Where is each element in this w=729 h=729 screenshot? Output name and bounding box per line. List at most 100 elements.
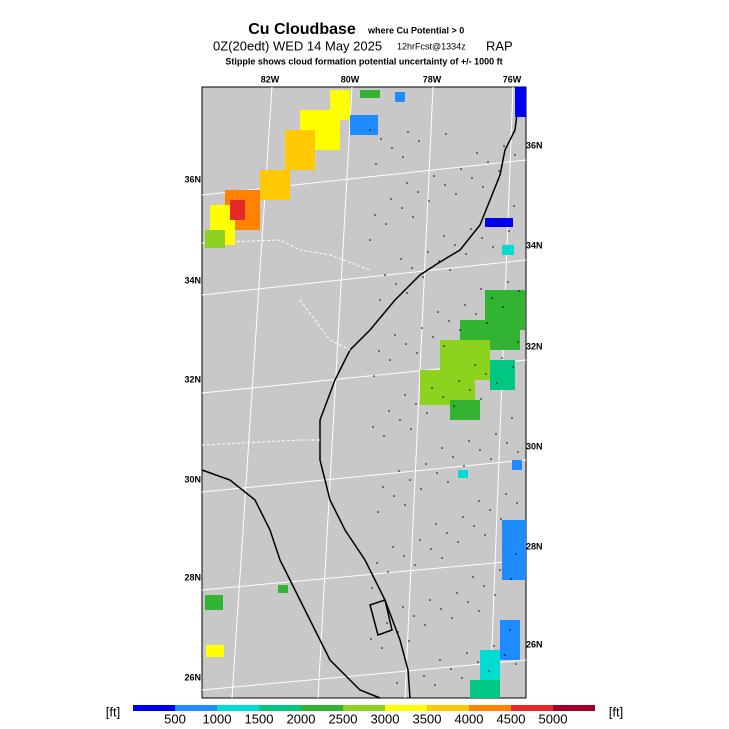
stipple [431, 387, 433, 389]
cell [260, 170, 290, 200]
cell [512, 460, 522, 470]
stipple [369, 239, 371, 241]
lat-label: 32N [526, 341, 543, 351]
stipple [482, 186, 484, 188]
stipple [411, 267, 413, 269]
colorbar-segment [385, 705, 427, 711]
stipple [473, 525, 475, 527]
colorbar-label: 1500 [245, 711, 274, 726]
cell [360, 90, 380, 98]
stipple [515, 553, 517, 555]
stipple [385, 223, 387, 225]
stipple [410, 428, 412, 430]
lat-label: 30N [184, 474, 201, 484]
stipple [400, 258, 402, 260]
stipple [428, 200, 430, 202]
stipple [483, 585, 485, 587]
cell [395, 92, 405, 102]
stipple [500, 518, 502, 520]
stipple [449, 269, 451, 271]
lat-label: 28N [526, 541, 543, 551]
stipple [439, 659, 441, 661]
coastline [201, 89, 521, 699]
stipple [399, 419, 401, 421]
stipple [495, 433, 497, 435]
stipple [479, 449, 481, 451]
stipple [456, 592, 458, 594]
stipple [462, 516, 464, 518]
stipple [435, 523, 437, 525]
lat-label: 28N [184, 572, 201, 582]
lat-label: 34N [526, 240, 543, 250]
stipple [419, 539, 421, 541]
colorbar-label: 3500 [413, 711, 442, 726]
stipple [496, 382, 498, 384]
stipple [476, 152, 478, 154]
state-borders [201, 239, 371, 446]
stipple [486, 322, 488, 324]
stipple [450, 668, 452, 670]
stipple [421, 327, 423, 329]
cell [206, 645, 224, 657]
cell [420, 370, 475, 405]
stipple [371, 587, 373, 589]
stipple [484, 534, 486, 536]
stipple [376, 562, 378, 564]
stipple [490, 458, 492, 460]
stipple [509, 629, 511, 631]
stipple [417, 191, 419, 193]
stipple [447, 481, 449, 483]
stipple [497, 221, 499, 223]
cell [450, 400, 480, 420]
stipple [493, 645, 495, 647]
colorbar-label: 2500 [329, 711, 358, 726]
title: Cu Cloudbase [248, 21, 356, 38]
stipple [393, 495, 395, 497]
cloudbase-cells [205, 87, 526, 698]
stipple [401, 207, 403, 209]
stipple [459, 329, 461, 331]
stipple [505, 493, 507, 495]
stipple [501, 357, 503, 359]
lat-label: 34N [184, 275, 201, 285]
stipple [481, 237, 483, 239]
stipple [387, 571, 389, 573]
coordinate-labels: 82W 80W 78W 76W 36N 34N 32N 30N 28N 26N 36N 34N 32N 3… [184, 74, 542, 682]
stipple [445, 133, 447, 135]
stipple [463, 465, 465, 467]
lon-label: 80W [341, 74, 360, 84]
stipple [390, 198, 392, 200]
map-frame [201, 86, 527, 699]
colorbar-label: 3000 [371, 711, 400, 726]
stipple [465, 253, 467, 255]
stipple [474, 364, 476, 366]
stipple [477, 661, 479, 663]
stipple [478, 500, 480, 502]
colorbar-label: 4500 [497, 711, 526, 726]
stipple [416, 352, 418, 354]
stipple [369, 129, 371, 131]
stipple [468, 440, 470, 442]
stipple [517, 341, 519, 343]
stipple [502, 306, 504, 308]
cell [205, 230, 225, 248]
stipple [466, 652, 468, 654]
stipple [370, 638, 372, 640]
stipple [438, 260, 440, 262]
stipple [443, 235, 445, 237]
lon-label: 78W [423, 74, 442, 84]
stipple [434, 684, 436, 686]
stipple [492, 246, 494, 248]
colorbar-segment [553, 705, 595, 711]
cell [485, 218, 513, 227]
lat-label: 26N [184, 672, 201, 682]
cell [515, 87, 526, 117]
stipple [470, 228, 472, 230]
forecast: 12hrFcst@1334z [397, 41, 466, 51]
lon-label: 82W [261, 74, 280, 84]
unit-label: [ft] [609, 704, 623, 719]
stipple [374, 214, 376, 216]
cell [458, 470, 468, 478]
cell [350, 115, 378, 135]
stipple [451, 617, 453, 619]
